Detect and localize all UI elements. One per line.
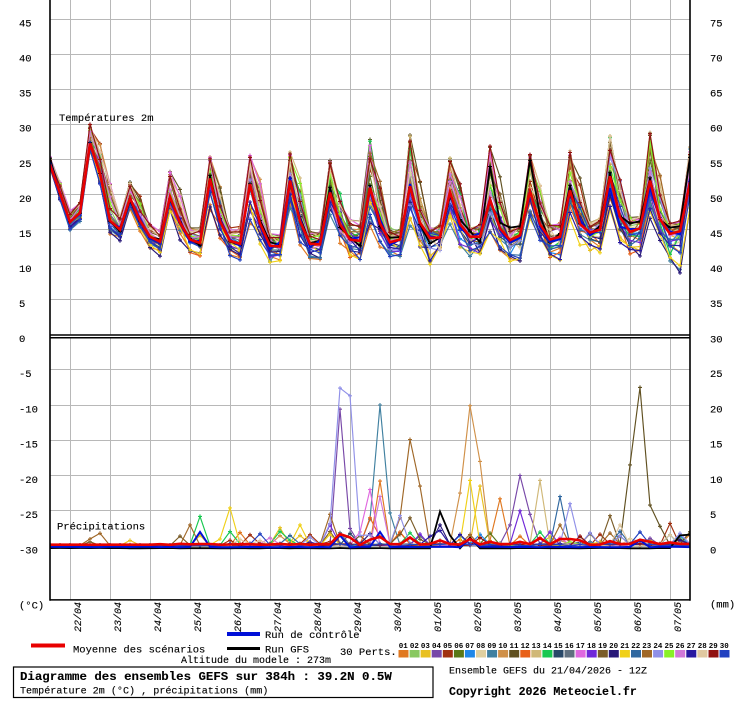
svg-text:30: 30 <box>720 643 730 651</box>
svg-text:14: 14 <box>543 643 553 651</box>
svg-text:15: 15 <box>710 440 723 452</box>
svg-text:10: 10 <box>498 643 508 651</box>
svg-text:05: 05 <box>443 643 453 651</box>
svg-text:-20: -20 <box>19 475 38 487</box>
svg-text:-5: -5 <box>19 369 32 381</box>
svg-text:22/04: 22/04 <box>73 602 85 632</box>
svg-text:30: 30 <box>710 334 723 346</box>
svg-text:45: 45 <box>710 229 723 241</box>
svg-text:Diagramme des ensembles GEFS s: Diagramme des ensembles GEFS sur 384h : … <box>20 670 392 684</box>
svg-text:27/04: 27/04 <box>273 602 285 632</box>
svg-text:Ensemble GEFS du 21/04/2026 -: Ensemble GEFS du 21/04/2026 - 12Z <box>449 666 647 678</box>
svg-text:0: 0 <box>710 545 716 557</box>
svg-text:Run GFS: Run GFS <box>265 645 309 657</box>
svg-text:03: 03 <box>421 643 431 651</box>
svg-text:Précipitations: Précipitations <box>57 522 145 534</box>
svg-text:55: 55 <box>710 159 723 171</box>
svg-text:-15: -15 <box>19 440 38 452</box>
svg-text:07: 07 <box>465 643 474 651</box>
svg-text:24: 24 <box>653 643 663 651</box>
svg-text:15: 15 <box>19 229 32 241</box>
svg-text:45: 45 <box>19 18 32 30</box>
svg-text:29: 29 <box>709 643 719 651</box>
svg-text:Moyenne des scénarios: Moyenne des scénarios <box>73 645 205 657</box>
svg-text:04/05: 04/05 <box>553 602 565 632</box>
svg-text:30 Perts.: 30 Perts. <box>340 647 397 659</box>
svg-text:35: 35 <box>19 89 32 101</box>
svg-text:25: 25 <box>710 369 723 381</box>
svg-text:10: 10 <box>19 264 32 276</box>
svg-text:65: 65 <box>710 89 723 101</box>
svg-text:26/04: 26/04 <box>233 602 245 632</box>
svg-text:19: 19 <box>598 643 608 651</box>
svg-text:18: 18 <box>587 643 597 651</box>
svg-text:50: 50 <box>710 194 723 206</box>
svg-text:09: 09 <box>487 643 497 651</box>
svg-text:15: 15 <box>554 643 564 651</box>
svg-text:12: 12 <box>521 643 531 651</box>
svg-text:-30: -30 <box>19 545 38 557</box>
svg-text:35: 35 <box>710 299 723 311</box>
svg-text:30/04: 30/04 <box>393 602 405 632</box>
svg-text:Température 2m (°C) , précipit: Température 2m (°C) , précipitations (mm… <box>20 686 268 698</box>
svg-text:01/05: 01/05 <box>433 602 445 632</box>
svg-text:23: 23 <box>642 643 652 651</box>
svg-text:30: 30 <box>19 124 32 136</box>
svg-text:5: 5 <box>19 299 25 311</box>
svg-text:04: 04 <box>432 643 442 651</box>
svg-text:-25: -25 <box>19 510 38 522</box>
svg-text:01: 01 <box>399 643 409 651</box>
svg-text:26: 26 <box>675 643 685 651</box>
svg-text:25/04: 25/04 <box>193 602 205 632</box>
svg-text:Run de contrôle: Run de contrôle <box>265 630 360 642</box>
svg-text:24/04: 24/04 <box>153 602 165 632</box>
svg-text:13: 13 <box>532 643 542 651</box>
svg-text:(°C): (°C) <box>19 600 44 612</box>
svg-text:16: 16 <box>565 643 575 651</box>
svg-text:40: 40 <box>19 54 32 66</box>
svg-text:Copyright 2026 Meteociel.fr: Copyright 2026 Meteociel.fr <box>449 686 637 699</box>
svg-text:Températures 2m: Températures 2m <box>59 113 154 125</box>
svg-text:60: 60 <box>710 124 723 136</box>
svg-text:22: 22 <box>631 643 641 651</box>
svg-text:02: 02 <box>410 643 420 651</box>
svg-text:(mm): (mm) <box>710 599 735 611</box>
svg-text:70: 70 <box>710 54 723 66</box>
svg-text:25: 25 <box>19 159 32 171</box>
svg-text:40: 40 <box>710 264 723 276</box>
svg-text:28: 28 <box>698 643 708 651</box>
svg-text:08: 08 <box>476 643 486 651</box>
svg-text:23/04: 23/04 <box>113 602 125 632</box>
svg-text:5: 5 <box>710 510 716 522</box>
svg-text:20: 20 <box>609 643 619 651</box>
svg-text:28/04: 28/04 <box>313 602 325 632</box>
svg-text:Altitude du modele : 273m: Altitude du modele : 273m <box>181 655 331 667</box>
svg-text:27: 27 <box>687 643 696 651</box>
svg-text:10: 10 <box>710 475 723 487</box>
svg-text:75: 75 <box>710 18 723 30</box>
svg-text:05/05: 05/05 <box>593 602 605 632</box>
svg-text:03/05: 03/05 <box>513 602 525 632</box>
svg-text:17: 17 <box>576 643 585 651</box>
svg-text:-10: -10 <box>19 404 38 416</box>
svg-text:02/05: 02/05 <box>473 602 485 632</box>
svg-text:0: 0 <box>19 334 25 346</box>
svg-text:20: 20 <box>710 404 723 416</box>
svg-text:07/05: 07/05 <box>673 602 685 632</box>
svg-text:29/04: 29/04 <box>353 602 365 632</box>
svg-text:25: 25 <box>664 643 674 651</box>
svg-text:21: 21 <box>620 643 630 651</box>
svg-text:06: 06 <box>454 643 464 651</box>
svg-text:11: 11 <box>509 643 519 651</box>
svg-text:20: 20 <box>19 194 32 206</box>
svg-text:06/05: 06/05 <box>633 602 645 632</box>
